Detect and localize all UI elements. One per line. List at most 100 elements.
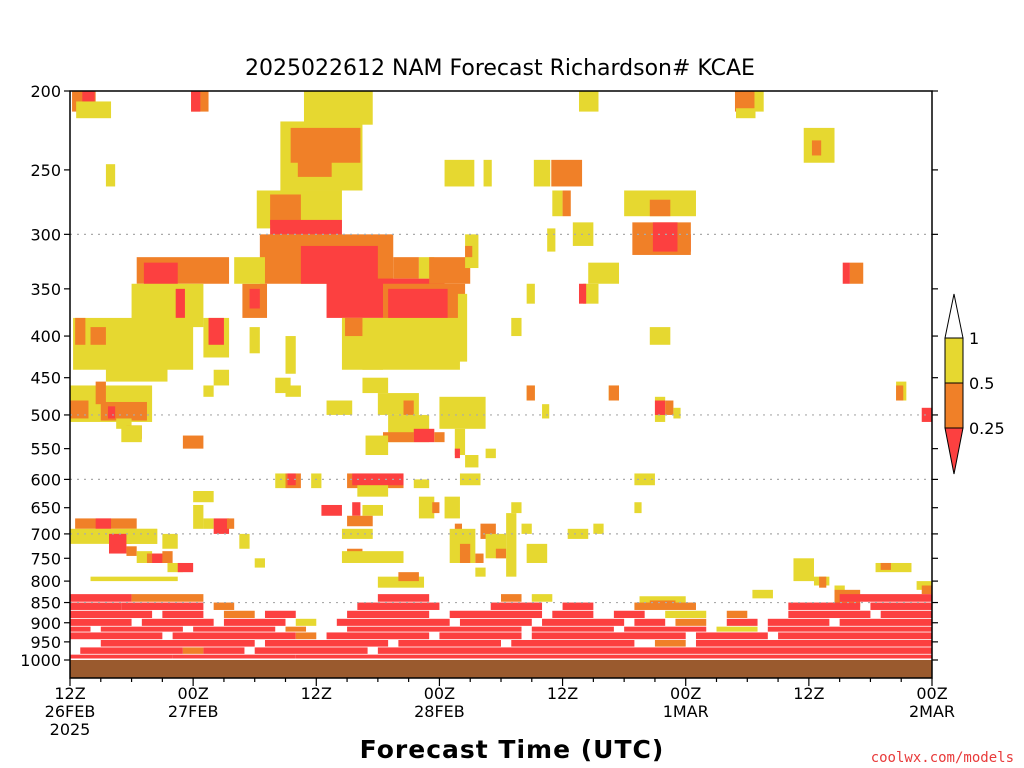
ri-region-131 <box>377 576 425 588</box>
ri-lowlevel-5-1 <box>172 632 296 640</box>
x-tick-label-84-1: 00Z <box>916 684 947 703</box>
ri-region-140 <box>475 567 486 577</box>
ri-region-49 <box>75 317 86 345</box>
y-tick-label-600: 600 <box>30 470 61 489</box>
ri-lowlevel-7-0 <box>80 647 183 654</box>
x-tick-label-0-3: 2025 <box>50 720 91 739</box>
ri-lowlevel-2-4 <box>347 610 430 619</box>
ri-lowlevel-3-11 <box>839 618 932 626</box>
ri-region-45 <box>234 257 265 284</box>
ri-region-96 <box>511 317 522 337</box>
x-tick-label-24-1: 12Z <box>301 684 332 703</box>
ri-region-150 <box>593 523 604 534</box>
ri-region-112 <box>203 518 214 529</box>
ri-region-130 <box>341 551 404 563</box>
ri-region-16 <box>754 91 764 112</box>
legend-label-0.25: 0.25 <box>969 419 1005 438</box>
ri-region-104 <box>842 262 850 284</box>
ri-lowlevel-4-8 <box>767 626 932 632</box>
chart-title: 2025022612 NAM Forecast Richardson# KCAE <box>245 56 755 81</box>
ri-region-61 <box>213 369 230 386</box>
ri-region-67 <box>403 400 414 415</box>
ri-lowlevel-2-5 <box>449 610 543 619</box>
y-tick-label-250: 250 <box>30 161 61 180</box>
ri-region-165 <box>167 562 183 573</box>
ri-region-85 <box>649 327 671 345</box>
y-tick-label-450: 450 <box>30 369 61 388</box>
ri-region-123 <box>357 485 389 497</box>
ri-region-69 <box>382 432 414 443</box>
ri-region-38 <box>249 327 260 354</box>
ri-lowlevel-6-5 <box>695 640 932 647</box>
ri-lowlevel-5-5 <box>531 632 686 640</box>
ri-region-145 <box>506 513 517 577</box>
ri-region-163 <box>162 533 178 549</box>
ri-region-92 <box>588 262 620 284</box>
ri-region-110 <box>193 490 214 503</box>
y-tick-label-400: 400 <box>30 327 61 346</box>
ri-lowlevel-8-2 <box>295 654 932 659</box>
ri-region-127 <box>347 515 373 527</box>
ri-lowlevel-7-3 <box>254 647 368 654</box>
ri-region-144 <box>495 548 507 559</box>
x-axis-label: Forecast Time (UTC) <box>360 735 665 764</box>
ri-region-98 <box>649 199 671 217</box>
ri-lowlevel-3-3 <box>295 618 317 626</box>
ri-region-13 <box>105 164 116 187</box>
ri-region-35 <box>465 245 473 258</box>
ri-region-137 <box>454 523 463 534</box>
ri-lowlevel-5-7 <box>778 632 932 640</box>
ri-region-54 <box>95 381 106 405</box>
x-tick-label-72-1: 12Z <box>793 684 824 703</box>
ri-region-101 <box>652 222 678 252</box>
ri-region-170 <box>819 576 827 588</box>
x-tick-label-0-2: 26FEB <box>45 702 96 721</box>
ri-region-84 <box>608 385 620 401</box>
ri-region-103 <box>562 190 571 217</box>
legend-label-1: 1 <box>969 329 979 348</box>
ri-region-114 <box>227 518 235 529</box>
x-tick-label-36-1: 00Z <box>424 684 455 703</box>
ri-lowlevel-4-0 <box>70 626 91 632</box>
ri-region-7 <box>297 155 332 177</box>
y-tick-label-950: 950 <box>30 633 61 652</box>
legend-arrow-top <box>944 293 964 339</box>
ri-lowlevel-0-2 <box>377 594 430 602</box>
ri-lowlevel-3-6 <box>542 618 625 626</box>
ri-region-77 <box>465 455 479 468</box>
ri-region-90 <box>583 283 599 304</box>
ri-region-60 <box>203 385 214 397</box>
ri-region-14 <box>578 91 599 112</box>
y-tick-label-200: 200 <box>30 82 61 101</box>
ri-region-73 <box>439 396 486 429</box>
ri-region-8 <box>444 159 475 187</box>
ri-lowlevel-1-6 <box>634 602 696 610</box>
y-tick-label-750: 750 <box>30 549 61 568</box>
ri-lowlevel-5-6 <box>695 632 768 640</box>
ri-lowlevel-3-8 <box>675 618 707 626</box>
ri-region-135 <box>432 502 440 514</box>
ri-region-136 <box>444 496 460 519</box>
ri-region-160 <box>136 551 153 563</box>
ri-lowlevel-4-3 <box>285 626 307 632</box>
ri-region-55 <box>100 401 147 421</box>
ri-region-174 <box>916 581 932 590</box>
ri-lowlevel-6-0 <box>100 640 255 647</box>
ri-region-113 <box>213 518 230 534</box>
ri-region-74 <box>365 435 389 456</box>
ri-lowlevel-0-5 <box>839 594 932 602</box>
ri-region-149 <box>567 528 589 539</box>
ri-region-51 <box>105 353 168 382</box>
ri-region-56 <box>107 406 116 419</box>
legend: 1 0.5 0.25 <box>944 293 1005 475</box>
ri-region-151 <box>634 502 642 514</box>
y-tick-label-500: 500 <box>30 406 61 425</box>
ri-region-17 <box>735 108 756 119</box>
ri-lowlevel-0-3 <box>501 594 522 602</box>
ri-region-91 <box>578 283 587 304</box>
ri-lowlevel-2-11 <box>880 610 932 619</box>
ri-lowlevel-6-4 <box>654 640 686 647</box>
ri-lowlevel-3-5 <box>459 618 532 626</box>
ri-region-154 <box>95 518 112 529</box>
ri-region-94 <box>547 228 556 252</box>
